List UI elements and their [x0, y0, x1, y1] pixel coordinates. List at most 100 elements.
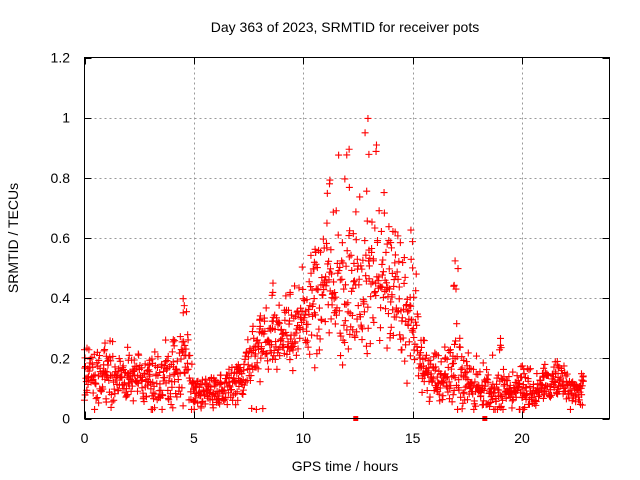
y-tick-label: 1.2	[51, 50, 71, 66]
data-point-peak	[345, 145, 353, 153]
data-point	[502, 394, 510, 402]
data-point	[168, 383, 176, 391]
data-point	[526, 382, 534, 390]
data-point	[429, 375, 437, 383]
data-point	[116, 357, 124, 365]
data-point	[378, 283, 386, 291]
data-point	[455, 386, 463, 394]
data-point	[412, 318, 420, 326]
data-point	[301, 311, 309, 319]
data-point	[169, 404, 177, 412]
data-point	[384, 284, 392, 292]
data-point	[107, 403, 115, 411]
data-point	[404, 308, 412, 316]
data-point	[201, 400, 209, 408]
data-point	[407, 302, 415, 310]
data-point	[493, 380, 501, 388]
data-point	[232, 401, 240, 409]
data-point	[142, 393, 150, 401]
data-point	[163, 357, 171, 365]
data-point	[207, 383, 215, 391]
data-point-peak	[554, 363, 562, 371]
data-point	[434, 380, 442, 388]
data-point	[423, 367, 431, 375]
data-point	[360, 308, 368, 316]
data-point	[311, 364, 319, 372]
data-point	[375, 207, 383, 215]
data-point	[356, 193, 364, 201]
data-point	[183, 308, 191, 316]
data-point-peak	[578, 370, 586, 378]
data-point	[154, 353, 162, 361]
data-point	[388, 269, 396, 277]
data-point	[118, 374, 126, 382]
data-point	[219, 387, 227, 395]
data-point	[158, 405, 166, 413]
data-point	[275, 319, 283, 327]
y-tick-label: 0.2	[51, 350, 71, 366]
data-point-peak	[169, 336, 177, 344]
data-point	[398, 346, 406, 354]
data-point-peak	[256, 322, 264, 330]
data-point	[154, 372, 162, 380]
data-point	[130, 367, 138, 375]
data-point	[162, 358, 170, 366]
data-point	[539, 394, 547, 402]
data-point-peak	[192, 380, 200, 388]
data-point	[223, 401, 231, 409]
data-point	[536, 391, 544, 399]
data-point	[179, 402, 187, 410]
data-point	[358, 325, 366, 333]
data-point	[176, 333, 184, 341]
data-point-peak	[190, 384, 198, 392]
data-point	[405, 307, 413, 315]
data-point	[566, 405, 574, 413]
data-point	[400, 279, 408, 287]
data-point	[337, 352, 345, 360]
data-point	[432, 363, 440, 371]
data-point	[264, 357, 272, 365]
data-point	[261, 317, 269, 325]
data-point	[342, 262, 350, 270]
data-point	[497, 334, 505, 342]
data-point	[446, 346, 454, 354]
data-point	[164, 352, 172, 360]
data-point	[123, 392, 131, 400]
y-tick-label: 1	[62, 110, 70, 126]
data-point	[452, 337, 460, 345]
data-point	[409, 328, 417, 336]
data-point	[336, 276, 344, 284]
data-point	[186, 351, 194, 359]
data-point	[135, 351, 143, 359]
data-point	[302, 339, 310, 347]
data-point	[484, 371, 492, 379]
data-point	[107, 357, 115, 365]
data-point-peak	[407, 255, 415, 263]
data-point	[303, 327, 311, 335]
data-point	[348, 311, 356, 319]
data-point	[391, 259, 399, 267]
data-point	[408, 326, 416, 334]
data-point-peak	[210, 378, 218, 386]
data-point	[362, 342, 370, 350]
data-point	[345, 232, 353, 240]
data-point	[264, 365, 272, 373]
data-point	[262, 304, 270, 312]
data-point	[335, 151, 343, 159]
data-point	[315, 304, 323, 312]
data-point	[532, 398, 540, 406]
data-point	[434, 352, 442, 360]
y-tick-label: 0.6	[51, 230, 71, 246]
data-point-peak	[463, 362, 471, 370]
data-point	[151, 404, 159, 412]
data-point	[509, 368, 517, 376]
data-point	[282, 292, 290, 300]
data-point	[437, 358, 445, 366]
data-point	[339, 361, 347, 369]
data-point-peak	[540, 364, 548, 372]
data-point	[394, 232, 402, 240]
x-tick-label: 10	[295, 430, 311, 446]
data-point	[247, 372, 255, 380]
data-point	[456, 343, 464, 351]
